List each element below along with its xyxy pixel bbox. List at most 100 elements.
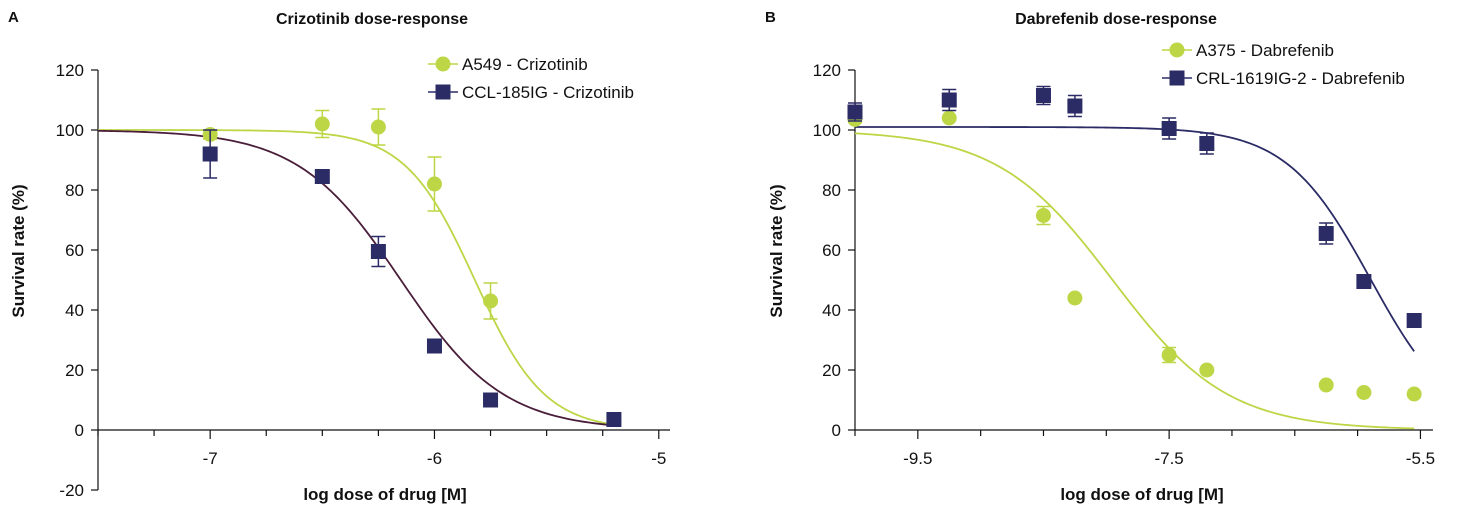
square-marker: [1356, 274, 1372, 289]
x-tick-label: -5.5: [1406, 449, 1435, 468]
square-marker: [606, 412, 622, 427]
data-point: [1199, 362, 1215, 378]
circle-marker: [370, 119, 386, 135]
square-marker: [314, 169, 330, 184]
legend-label: CRL-1619IG-2 - Dabrefenib: [1196, 69, 1405, 88]
data-point: [941, 88, 957, 112]
legend-item: CCL-185IG - Crizotinib: [428, 83, 634, 102]
circle-marker: [1318, 377, 1334, 393]
data-point: [483, 282, 499, 320]
square-marker: [1199, 136, 1215, 151]
panel-a-data-points: [202, 108, 622, 427]
panel-b-data-points: [847, 85, 1422, 402]
panel-a-title: Crizotinib dose-response: [276, 11, 468, 28]
data-point: [1318, 222, 1334, 245]
fit-curve: [98, 129, 615, 426]
panel-b-axes: 0 20 40 60 80 100 120 -9.5 -7.5 -5.5: [813, 61, 1435, 468]
panel-b-fit-curves: [854, 126, 1415, 430]
circle-marker: [1356, 385, 1372, 400]
y-tick-label: -20: [59, 481, 84, 500]
square-marker: [202, 146, 218, 162]
legend-label: CCL-185IG - Crizotinib: [462, 83, 634, 102]
data-point: [1406, 386, 1422, 402]
fit-curve: [855, 126, 1415, 352]
circle-marker: [1161, 347, 1177, 363]
circle-marker: [426, 176, 442, 192]
panel-b-legend: A375 - Dabrefenib CRL-1619IG-2 - Dabrefen…: [1162, 41, 1405, 88]
data-point: [426, 338, 442, 354]
data-point: [370, 108, 386, 146]
y-tick-label: 80: [65, 181, 84, 200]
square-marker: [483, 392, 499, 408]
square-marker: [1067, 98, 1083, 114]
x-tick-label: -6: [427, 449, 442, 468]
y-tick-label: 40: [65, 301, 84, 320]
panel-b-letter: B: [765, 9, 776, 26]
y-tick-label: 0: [75, 421, 84, 440]
legend-square-marker: [1169, 70, 1185, 86]
y-tick-label: 40: [822, 301, 841, 320]
square-marker: [370, 244, 386, 259]
x-tick-label: -5: [651, 449, 666, 468]
data-point: [606, 412, 622, 427]
circle-marker: [1035, 208, 1051, 223]
legend-item: A375 - Dabrefenib: [1162, 41, 1334, 60]
y-tick-label: 100: [56, 121, 84, 140]
data-point: [1035, 85, 1051, 106]
legend-item: CRL-1619IG-2 - Dabrefenib: [1162, 69, 1405, 88]
data-point: [1067, 290, 1083, 306]
legend-square-marker: [435, 84, 451, 100]
panel-a-fit-curves: [97, 129, 615, 427]
y-tick-label: 120: [56, 61, 84, 80]
circle-marker: [1067, 290, 1083, 306]
square-marker: [426, 338, 442, 354]
y-tick-label: 20: [822, 361, 841, 380]
panel-a-x-axis-label: log dose of drug [M]: [303, 485, 466, 504]
square-marker: [941, 92, 957, 108]
data-point: [941, 110, 957, 126]
panel-a-axes: -20 0 20 40 60 80 100 120 -7 -6 -5: [56, 61, 670, 500]
circle-marker: [1199, 362, 1215, 378]
fit-curve: [854, 132, 1415, 430]
y-tick-label: 120: [813, 61, 841, 80]
legend-label: A375 - Dabrefenib: [1196, 41, 1334, 60]
data-point: [1318, 377, 1334, 393]
y-tick-label: 60: [822, 241, 841, 260]
panel-a-legend: A549 - Crizotinib CCL-185IG - Crizotinib: [428, 55, 634, 102]
panel-b-x-axis-label: log dose of drug [M]: [1060, 485, 1223, 504]
x-tick-label: -9.5: [903, 449, 932, 468]
data-point: [1161, 117, 1177, 140]
square-marker: [1406, 313, 1422, 328]
data-point: [1161, 346, 1177, 364]
panel-a-letter: A: [8, 9, 19, 26]
data-point: [426, 156, 442, 212]
circle-marker: [314, 116, 330, 132]
data-point: [1035, 205, 1051, 226]
data-point: [370, 235, 386, 268]
data-point: [1067, 94, 1083, 118]
data-point: [314, 169, 330, 184]
data-point: [1356, 385, 1372, 400]
square-marker: [1318, 226, 1334, 241]
square-marker: [1161, 121, 1177, 136]
data-point: [1199, 132, 1215, 155]
y-tick-label: 80: [822, 181, 841, 200]
x-tick-label: -7: [203, 449, 218, 468]
data-point: [314, 109, 330, 139]
data-point: [202, 129, 218, 179]
circle-marker: [483, 293, 499, 309]
panel-b-title: Dabrefenib dose-response: [1015, 11, 1217, 28]
data-point: [1356, 274, 1372, 289]
data-point: [483, 392, 499, 408]
panel-b-chart: B Dabrefenib dose-response log dose of d…: [765, 9, 1435, 504]
x-tick-label: -7.5: [1154, 449, 1183, 468]
legend-circle-marker: [1169, 42, 1185, 58]
legend-label: A549 - Crizotinib: [462, 55, 588, 74]
circle-marker: [941, 110, 957, 126]
y-tick-label: 20: [65, 361, 84, 380]
y-tick-label: 0: [832, 421, 841, 440]
square-marker: [1035, 88, 1051, 103]
fit-curve: [97, 129, 615, 427]
panel-a-chart: A Crizotinib dose-response log dose of d…: [8, 9, 670, 504]
